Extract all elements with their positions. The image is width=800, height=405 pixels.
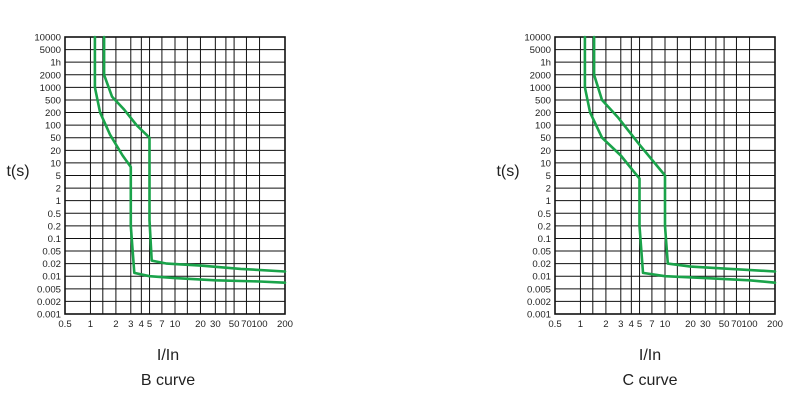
x-tick-label: 20	[685, 319, 696, 330]
y-tick-label: 1000	[40, 83, 61, 94]
x-tick-label: 3	[618, 319, 623, 330]
x-tick-label: 0.5	[58, 319, 71, 330]
y-tick-label: 0.05	[532, 247, 551, 258]
x-tick-label: 100	[742, 319, 758, 330]
y-tick-label: 500	[535, 95, 551, 106]
y-tick-label: 1h	[540, 58, 551, 69]
x-tick-label: 2	[113, 319, 118, 330]
b-curve-panel: 1000050001h200010005002001005020105210.5…	[6, 33, 293, 390]
c-curve-panel: 1000050001h200010005002001005020105210.5…	[496, 33, 783, 390]
x-tick-label: 100	[252, 319, 268, 330]
x-tick-label: 200	[767, 319, 783, 330]
y-tick-label: 0.005	[527, 284, 551, 295]
trip-curve-upper	[592, 35, 777, 273]
y-tick-label: 10000	[34, 33, 61, 44]
y-tick-label: 50	[540, 133, 551, 144]
y-tick-label: 0.1	[538, 234, 551, 245]
y-tick-label: 200	[45, 108, 61, 119]
y-tick-label: 5	[546, 171, 551, 182]
y-tick-label: 500	[45, 95, 61, 106]
x-tick-label: 1	[88, 319, 93, 330]
x-tick-label: 0.5	[548, 319, 561, 330]
plot-frame	[64, 36, 286, 315]
y-tick-label: 2000	[40, 70, 61, 81]
x-tick-label: 7	[649, 319, 654, 330]
y-tick-label: 100	[535, 121, 551, 132]
x-tick-label: 5	[147, 319, 152, 330]
y-tick-label: 20	[540, 146, 551, 157]
y-tick-label: 5	[56, 171, 61, 182]
y-axis-label: t(s)	[496, 163, 519, 180]
y-tick-label: 200	[535, 108, 551, 119]
x-axis-label: I/In	[157, 347, 179, 364]
x-tick-label: 10	[170, 319, 181, 330]
trip-curve-upper	[102, 35, 287, 273]
y-tick-label: 0.001	[37, 310, 61, 321]
chart-caption: B curve	[141, 372, 195, 389]
y-tick-label: 0.01	[532, 272, 551, 283]
x-tick-label: 3	[128, 319, 133, 330]
x-tick-label: 30	[700, 319, 711, 330]
x-tick-label: 30	[210, 319, 221, 330]
y-tick-label: 0.5	[538, 209, 551, 220]
y-tick-label: 0.1	[48, 234, 61, 245]
y-tick-label: 50	[50, 133, 61, 144]
y-tick-label: 1000	[530, 83, 551, 94]
trip-curve-lower	[583, 35, 777, 285]
x-tick-label: 4	[139, 319, 145, 330]
x-tick-label: 7	[159, 319, 164, 330]
x-tick-label: 5	[637, 319, 642, 330]
x-tick-label: 70	[241, 319, 252, 330]
y-tick-label: 0.2	[538, 221, 551, 232]
y-tick-label: 1	[56, 196, 61, 207]
y-tick-label: 0.02	[532, 259, 551, 270]
x-tick-label: 50	[229, 319, 240, 330]
y-tick-label: 0.02	[42, 259, 61, 270]
y-tick-label: 0.001	[527, 310, 551, 321]
y-tick-label: 100	[45, 121, 61, 132]
x-tick-label: 10	[660, 319, 671, 330]
y-tick-label: 0.01	[42, 272, 61, 283]
y-tick-label: 1h	[50, 58, 61, 69]
y-tick-label: 0.002	[527, 297, 551, 308]
x-tick-label: 20	[195, 319, 206, 330]
y-tick-label: 0.05	[42, 247, 61, 258]
x-tick-label: 200	[277, 319, 293, 330]
x-tick-label: 50	[719, 319, 730, 330]
y-tick-label: 5000	[530, 45, 551, 56]
y-tick-label: 0.5	[48, 209, 61, 220]
y-tick-label: 5000	[40, 45, 61, 56]
x-tick-label: 4	[629, 319, 635, 330]
plot-frame	[554, 36, 776, 315]
x-tick-label: 2	[603, 319, 608, 330]
trip-curve-lower	[93, 35, 287, 285]
y-tick-label: 0.002	[37, 297, 61, 308]
y-tick-label: 20	[50, 146, 61, 157]
y-tick-label: 2000	[530, 70, 551, 81]
y-tick-label: 2	[56, 184, 61, 195]
x-tick-label: 1	[578, 319, 583, 330]
y-tick-label: 1	[546, 196, 551, 207]
y-tick-label: 0.2	[48, 221, 61, 232]
y-tick-label: 10	[540, 158, 551, 169]
y-axis-label: t(s)	[6, 163, 29, 180]
y-tick-label: 0.005	[37, 284, 61, 295]
y-tick-label: 10	[50, 158, 61, 169]
y-tick-label: 2	[546, 184, 551, 195]
x-axis-label: I/In	[639, 347, 661, 364]
y-tick-label: 10000	[524, 33, 551, 44]
x-tick-label: 70	[731, 319, 742, 330]
chart-caption: C curve	[622, 372, 677, 389]
